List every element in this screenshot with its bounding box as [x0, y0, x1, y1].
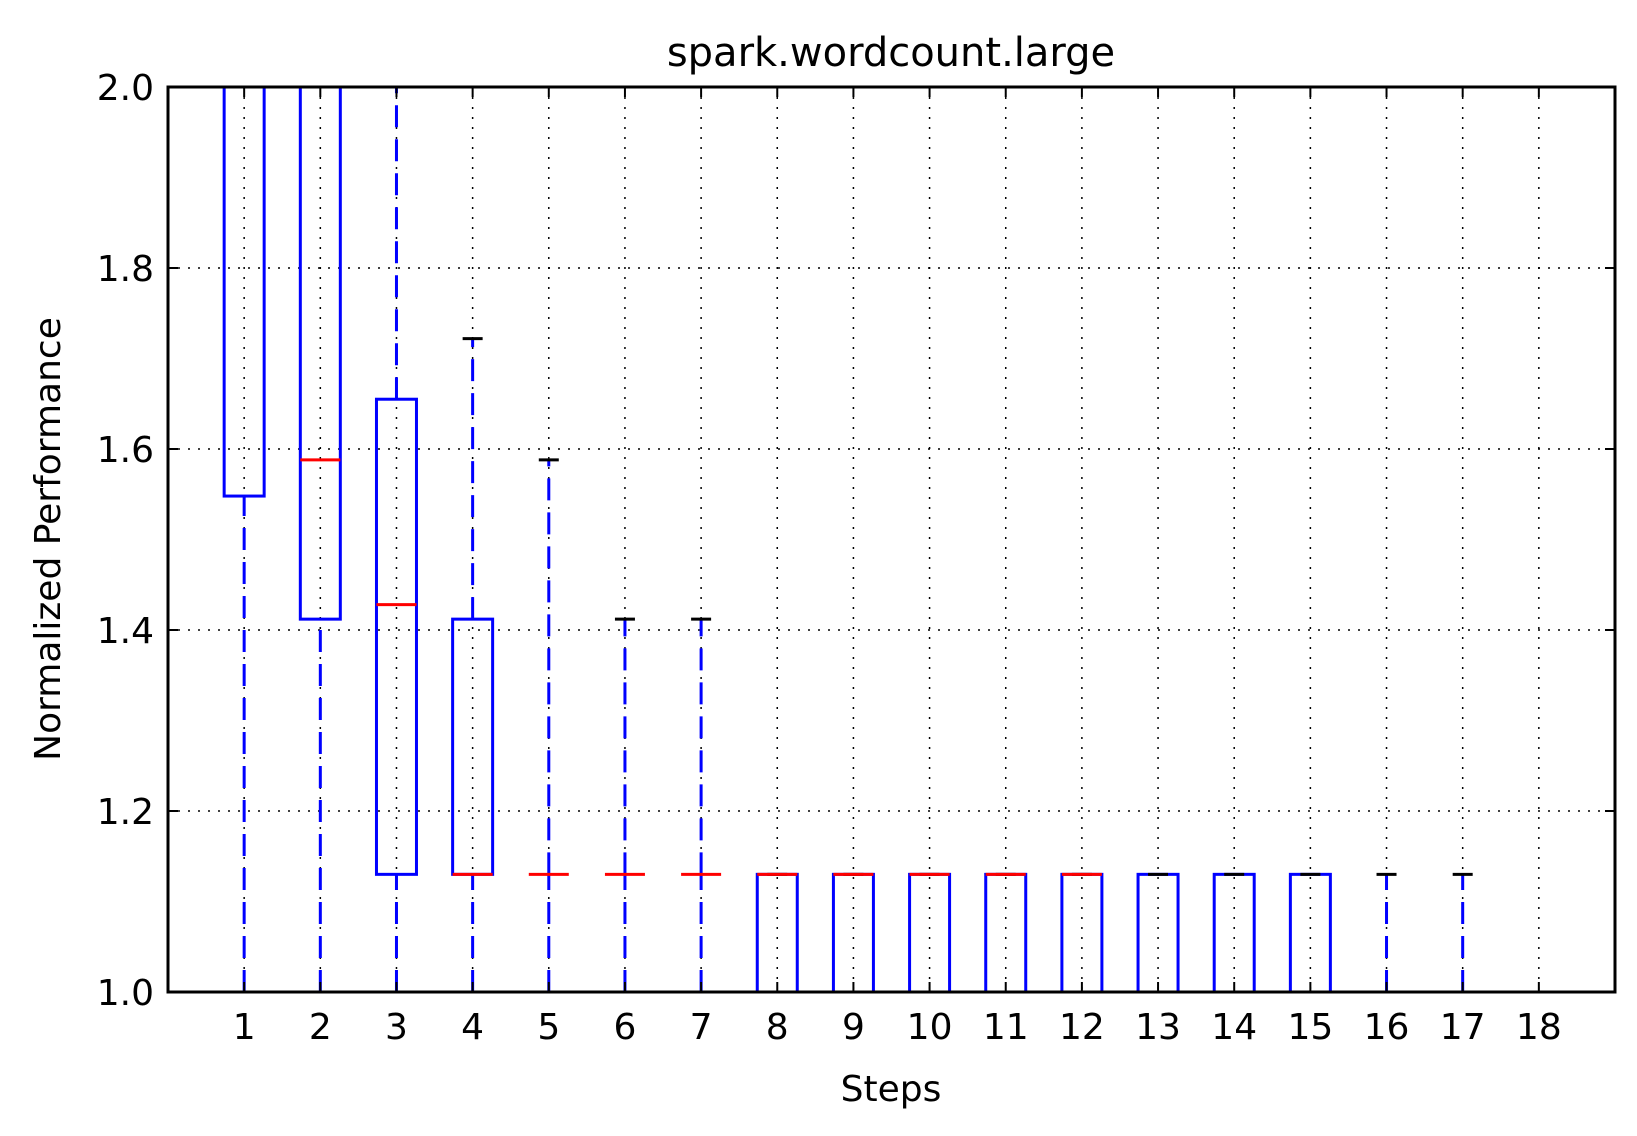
x-tick-label-3: 3 — [385, 1007, 408, 1048]
x-tick-label-18: 18 — [1516, 1007, 1562, 1048]
x-tick-label-2: 2 — [309, 1007, 332, 1048]
x-tick-label-12: 12 — [1059, 1007, 1105, 1048]
x-tick-label-17: 17 — [1440, 1007, 1486, 1048]
x-tick-label-4: 4 — [461, 1007, 484, 1048]
x-tick-label-13: 13 — [1135, 1007, 1181, 1048]
y-tick-label-5: 2.0 — [97, 68, 154, 109]
y-tick-label-4: 1.8 — [97, 249, 154, 290]
box-10 — [908, 872, 952, 994]
x-tick-label-1: 1 — [233, 1007, 256, 1048]
box-9 — [831, 872, 875, 994]
x-tick-label-10: 10 — [907, 1007, 953, 1048]
box-11 — [984, 872, 1028, 994]
x-axis-label: Steps — [841, 1069, 942, 1110]
x-tick-label-9: 9 — [842, 1007, 865, 1048]
y-tick-label-3: 1.6 — [97, 430, 154, 471]
box-15 — [1288, 872, 1332, 994]
box-2 — [298, 85, 342, 621]
tick-layer: 1 2 3 4 5 6 7 8 9 10 11 12 13 14 15 16 17 181.01.21.41.61… — [97, 68, 1615, 1048]
x-tick-label-6: 6 — [613, 1007, 636, 1048]
grid-layer — [168, 87, 1615, 992]
y-axis-label: Normalized Performance — [28, 317, 69, 761]
box-12 — [1060, 872, 1104, 994]
box-13 — [1136, 872, 1180, 994]
x-tick-label-11: 11 — [983, 1007, 1029, 1048]
y-tick-label-1: 1.2 — [97, 792, 154, 833]
x-tick-label-7: 7 — [690, 1007, 713, 1048]
box-layer — [222, 85, 1559, 994]
plot-frame — [166, 85, 1617, 994]
box-14 — [1212, 872, 1256, 994]
y-tick-label-0: 1.0 — [97, 973, 154, 1014]
x-tick-label-5: 5 — [537, 1007, 560, 1048]
x-tick-label-8: 8 — [766, 1007, 789, 1048]
box-8 — [755, 872, 799, 994]
chart-title: spark.wordcount.large — [667, 30, 1115, 76]
x-tick-label-16: 16 — [1364, 1007, 1410, 1048]
x-tick-label-15: 15 — [1287, 1007, 1333, 1048]
y-tick-label-2: 1.4 — [97, 611, 154, 652]
box-3 — [374, 397, 418, 876]
x-tick-label-14: 14 — [1211, 1007, 1257, 1048]
